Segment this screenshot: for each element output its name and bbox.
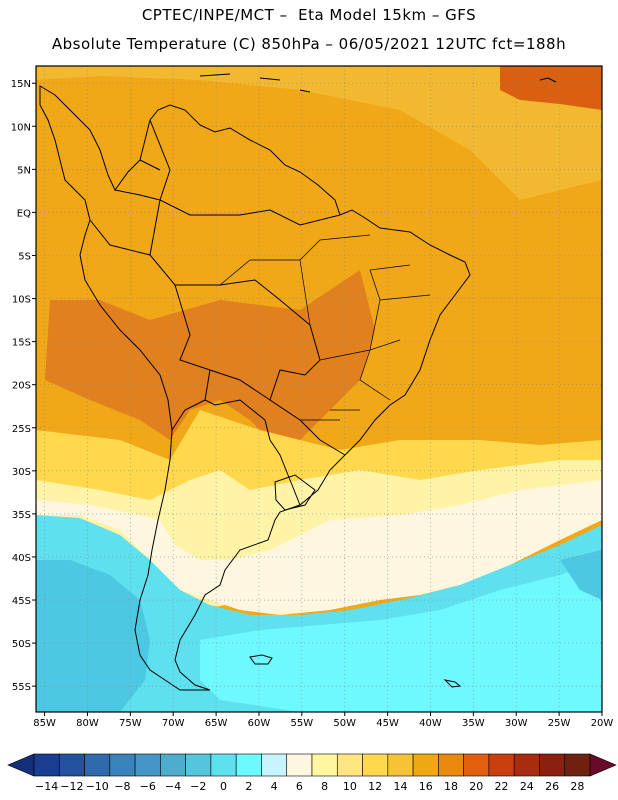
colorbar-label: 16 [419, 780, 433, 793]
colorbar-box [463, 753, 490, 777]
longitude-labels: 85W 80W 75W 70W 65W 60W 55W 50W 45W 40W 35W 30W 25W 2… [33, 712, 613, 729]
colorbar-label: −6 [140, 780, 156, 793]
colorbar-box [261, 753, 288, 777]
lat-label: 20S [12, 381, 31, 392]
colorbar-box [185, 753, 212, 777]
colorbar-label: −14 [35, 780, 58, 793]
colorbar-label: −10 [86, 780, 109, 793]
colorbar-box [438, 753, 464, 777]
colorbar-over-arrow [589, 753, 617, 777]
lat-label: 10S [12, 295, 31, 306]
coastlines [39, 73, 557, 691]
colorbar-box [210, 753, 237, 777]
lon-label: 30W [505, 718, 528, 729]
colorbar-label: −2 [190, 780, 206, 793]
colorbar-label: 8 [321, 780, 328, 793]
colorbar-box [564, 753, 591, 777]
colorbar-label: 18 [444, 780, 458, 793]
colorbar-box [160, 753, 186, 777]
colorbar-box [488, 753, 515, 777]
lat-label: 5S [18, 251, 31, 262]
colorbar-box [235, 753, 262, 777]
colorbar-label: −4 [165, 780, 181, 793]
colorbar-label: −8 [114, 780, 130, 793]
field-cyan-dark [36, 560, 150, 712]
field-hot-northeast [500, 66, 602, 110]
field-warm-deep [45, 270, 375, 440]
lon-label: 60W [248, 718, 271, 729]
colorbar-box [336, 753, 363, 777]
caribbean-islands [199, 73, 557, 93]
field-warm-light [36, 66, 602, 200]
colorbar-label: 6 [296, 780, 303, 793]
lat-label: 10N [11, 122, 31, 133]
colorbar-label: 26 [545, 780, 559, 793]
colorbar-box [387, 753, 414, 777]
colorbar-box [84, 753, 111, 777]
lat-label: 55S [12, 682, 31, 693]
lat-label: 45S [12, 596, 31, 607]
colorbar-label: 4 [271, 780, 278, 793]
colorbar-box [286, 753, 313, 777]
lat-label: 50S [12, 639, 31, 650]
lon-label: 70W [162, 718, 185, 729]
lon-label: 40W [419, 718, 442, 729]
lat-label: 35S [12, 510, 31, 521]
colorbar-under-arrow [7, 753, 35, 777]
colorbar-boxes [7, 753, 617, 777]
lon-label: 55W [291, 718, 314, 729]
latitude-labels: 15N 10N 5N EQ 5S 10S 15S 20S 25S 30S 35S 40S 45S 50S 5… [11, 79, 36, 693]
lat-label: 40S [12, 553, 31, 564]
colorbar-box [513, 753, 540, 777]
colorbar-box [362, 753, 389, 777]
colorbar-label: −12 [60, 780, 83, 793]
lon-label: 75W [119, 718, 142, 729]
colorbar: −14 −12 −10 −8 −6 −4 −2 0 2 4 6 8 10 12 14 16 18 20 22 24 26… [7, 753, 617, 793]
chart-title-line1: CPTEC/INPE/MCT – Eta Model 15km – GFS [141, 6, 477, 24]
colorbar-label: 12 [368, 780, 382, 793]
colorbar-labels: −14 −12 −10 −8 −6 −4 −2 0 2 4 6 8 10 12 14 16 18 20 22 24 26… [35, 780, 584, 793]
uruguay-outline [274, 474, 316, 511]
colorbar-box [33, 753, 60, 777]
colorbar-box [311, 753, 338, 777]
lat-label: 15S [12, 338, 31, 349]
temperature-field [36, 66, 602, 712]
lon-label: 80W [76, 718, 99, 729]
colorbar-box [412, 753, 439, 777]
lon-label: 85W [33, 718, 56, 729]
colorbar-label: 10 [343, 780, 357, 793]
colorbar-box [134, 753, 161, 777]
brazil-states [219, 234, 431, 421]
falklands [249, 654, 273, 665]
colorbar-label: 22 [495, 780, 509, 793]
colorbar-label: 0 [220, 780, 227, 793]
colorbar-label: 28 [570, 780, 584, 793]
lon-label: 65W [205, 718, 228, 729]
lat-label: EQ [17, 208, 31, 219]
lat-label: 30S [12, 467, 31, 478]
colorbar-label: 2 [245, 780, 252, 793]
colorbar-label: 14 [393, 780, 407, 793]
colorbar-label: 24 [520, 780, 534, 793]
country-borders [89, 119, 346, 506]
lon-label: 45W [376, 718, 399, 729]
lon-label: 50W [333, 718, 356, 729]
lat-label: 25S [12, 424, 31, 435]
lon-label: 25W [548, 718, 571, 729]
colorbar-box [539, 753, 566, 777]
field-cyan-light [200, 560, 602, 712]
lat-label: 15N [11, 79, 31, 90]
field-cyan-dark-east [560, 550, 602, 600]
chart-title-line2: Absolute Temperature (C) 850hPa – 06/05/… [51, 35, 567, 53]
lat-label: 5N [17, 165, 31, 176]
colorbar-box [58, 753, 85, 777]
south-georgia [443, 679, 462, 688]
map-frame [35, 65, 603, 713]
colorbar-box [109, 753, 136, 777]
colorbar-label: 20 [469, 780, 483, 793]
lon-label: 35W [462, 718, 485, 729]
lon-label: 20W [591, 718, 614, 729]
